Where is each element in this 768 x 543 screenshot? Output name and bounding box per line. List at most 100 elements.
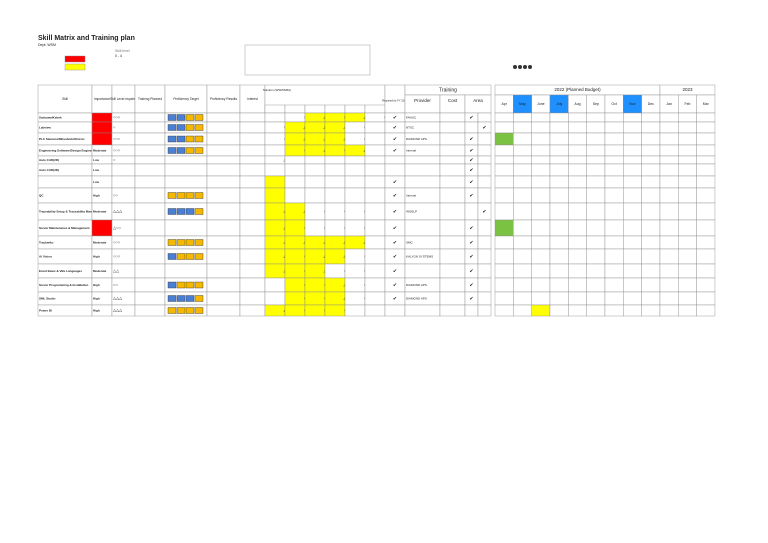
cell <box>284 263 306 279</box>
cell <box>549 235 569 250</box>
cell <box>134 155 166 165</box>
cell <box>344 263 366 279</box>
cell-text: Skill <box>62 97 68 101</box>
cell <box>304 104 326 114</box>
cell <box>568 163 587 177</box>
cell <box>439 202 466 221</box>
cell <box>568 248 587 265</box>
cell <box>586 112 606 123</box>
cell <box>324 155 346 165</box>
cell <box>586 144 606 157</box>
cell <box>641 175 661 189</box>
cell <box>586 175 606 189</box>
cell <box>364 219 386 237</box>
cell <box>284 112 306 123</box>
cell-text: ○○○ <box>113 240 121 245</box>
cell <box>604 144 624 157</box>
cell-text: DIAMOND APS <box>406 283 427 287</box>
cell <box>304 219 326 237</box>
cell <box>604 277 624 293</box>
cell <box>239 144 266 157</box>
cell-text: ✔ <box>393 115 397 121</box>
cell-text: KALYON SYSTEMS <box>406 254 433 258</box>
cell-text: ○ <box>113 125 116 130</box>
cell-text: QC <box>39 193 44 197</box>
cell <box>696 263 716 279</box>
cell <box>549 248 569 265</box>
cell-text: ✔ <box>393 148 397 154</box>
cell <box>696 132 716 146</box>
cell <box>206 248 241 265</box>
cell <box>239 248 266 265</box>
cell <box>304 248 326 265</box>
cell <box>696 304 716 317</box>
cell <box>586 291 606 306</box>
cell <box>568 277 587 293</box>
target-box <box>176 295 186 302</box>
cell <box>324 144 346 157</box>
cell-text: July <box>556 102 562 106</box>
cell-text: Trackwiko <box>39 240 54 244</box>
cell <box>364 235 386 250</box>
cell-text: High <box>93 283 100 287</box>
cell <box>531 155 551 165</box>
cell <box>364 175 386 189</box>
cell <box>439 248 466 265</box>
cell <box>284 235 306 250</box>
cell <box>696 219 716 237</box>
cell <box>568 187 587 204</box>
cell-text: Apr <box>501 102 507 106</box>
cell <box>641 132 661 146</box>
info-table <box>244 44 371 76</box>
cell <box>324 291 346 306</box>
cell-text: Oct <box>611 102 616 106</box>
cell <box>549 219 569 237</box>
cell-text: ✔ <box>469 296 473 302</box>
cell-text: ○○○ <box>113 148 121 153</box>
cell-text: ✔ <box>393 296 397 302</box>
cell <box>206 163 241 177</box>
cell <box>604 219 624 237</box>
cell <box>264 132 286 146</box>
cell <box>659 144 679 157</box>
cell-text: ○○○ <box>113 136 121 141</box>
target-box <box>194 307 204 314</box>
cell <box>586 304 606 317</box>
cell <box>344 144 366 157</box>
cell-text: High <box>93 193 100 197</box>
cell <box>641 202 661 221</box>
cell-text: ✔ <box>469 179 473 185</box>
cell <box>549 263 569 279</box>
cell <box>164 219 208 237</box>
cell-text: ○○○ <box>113 254 121 259</box>
cell <box>134 277 166 293</box>
level-range: 0 - 4 <box>115 54 122 58</box>
cell <box>604 248 624 265</box>
cell <box>304 235 326 250</box>
cell-text: Proficiency Target <box>173 97 198 101</box>
cell <box>264 248 286 265</box>
cell-text: ✔ <box>393 193 397 199</box>
cell-text: ✔ <box>469 282 473 288</box>
cell <box>384 304 406 317</box>
cell-text: ✔ <box>469 193 473 199</box>
cell-text: ✔ <box>469 167 473 173</box>
cell <box>494 235 514 250</box>
cell <box>586 263 606 279</box>
cell <box>206 187 241 204</box>
target-box <box>167 147 177 154</box>
target-box <box>194 114 204 121</box>
cell <box>464 121 479 134</box>
target-box <box>176 192 186 199</box>
cell <box>549 202 569 221</box>
cell <box>549 187 569 204</box>
cell <box>678 263 697 279</box>
cell <box>164 163 208 177</box>
cell <box>134 291 166 306</box>
cell <box>324 104 346 114</box>
cell <box>623 304 642 317</box>
cell <box>206 175 241 189</box>
cell <box>304 277 326 293</box>
cell <box>264 104 286 114</box>
cell <box>696 202 716 221</box>
